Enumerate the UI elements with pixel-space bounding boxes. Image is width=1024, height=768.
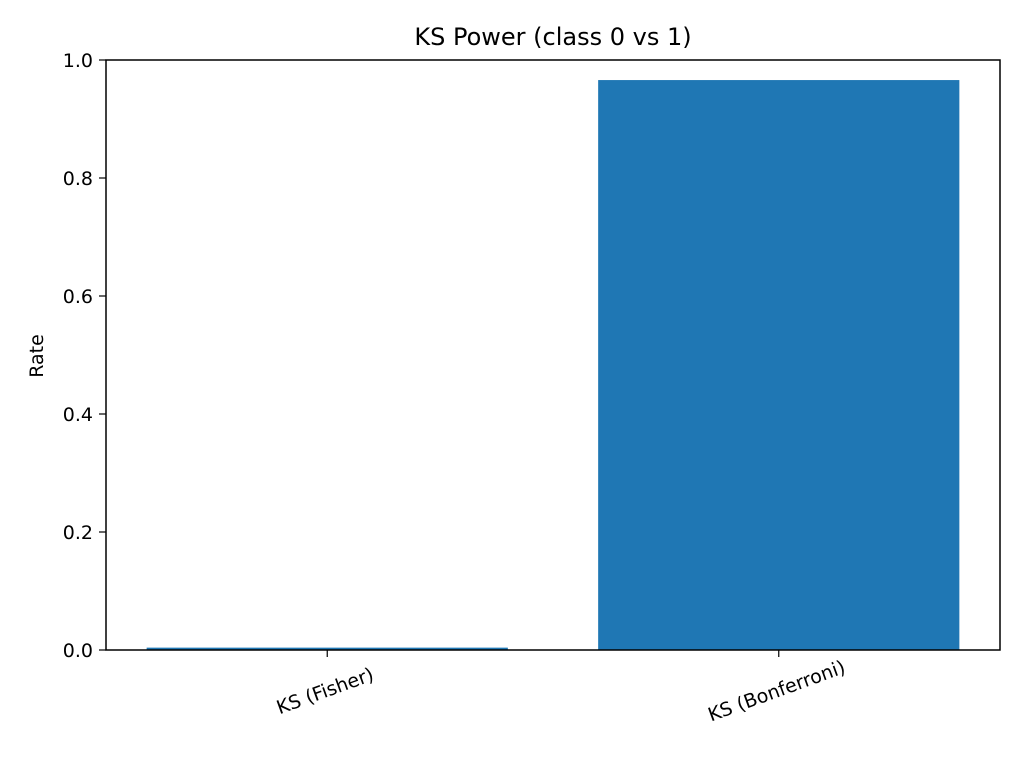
y-tick-label-0: 0.0 — [63, 640, 93, 662]
chart-title: KS Power (class 0 vs 1) — [414, 23, 691, 51]
x-tick-label-0: KS (Fisher) — [274, 664, 377, 719]
x-axis: KS (Fisher) KS (Bonferroni) — [274, 650, 848, 726]
x-tick-label-1: KS (Bonferroni) — [705, 656, 848, 726]
y-axis-label: Rate — [26, 334, 48, 378]
y-tick-label-1: 0.2 — [63, 522, 93, 544]
bar-1 — [598, 80, 960, 650]
y-tick-label-2: 0.4 — [63, 404, 93, 426]
y-tick-label-3: 0.6 — [63, 286, 93, 308]
y-axis: 0.0 0.2 0.4 0.6 0.8 1.0 — [63, 50, 106, 662]
y-tick-label-4: 0.8 — [63, 168, 93, 190]
bar-0 — [146, 647, 508, 650]
bars-group — [146, 80, 960, 650]
plot-frame — [105, 59, 1001, 651]
y-tick-label-5: 1.0 — [63, 50, 93, 72]
